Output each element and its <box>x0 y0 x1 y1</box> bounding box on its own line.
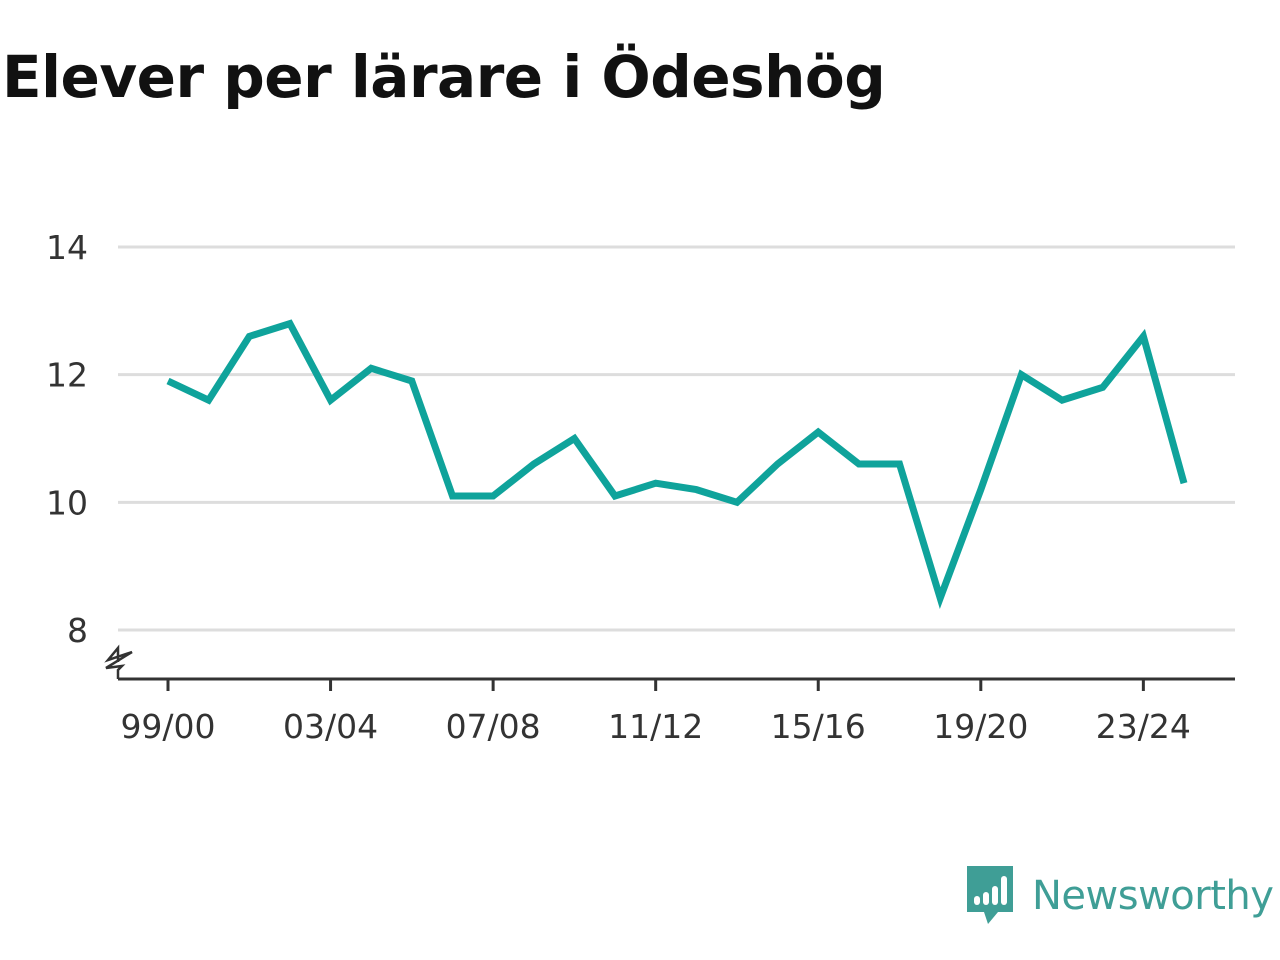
series-line <box>166 319 1188 610</box>
y-tick-label: 10 <box>46 483 88 522</box>
data-point <box>408 378 415 385</box>
data-point <box>246 333 253 340</box>
data-point <box>1099 384 1106 391</box>
data-point <box>368 365 375 372</box>
bar-chart-speech-bubble-icon <box>967 866 1013 924</box>
data-point <box>815 429 822 436</box>
data-point <box>896 461 903 468</box>
axis-break-mark <box>104 644 133 679</box>
data-point <box>571 435 578 442</box>
data-point <box>693 486 700 493</box>
data-point <box>165 378 172 385</box>
y-axis-ticks: 8 10 12 14 <box>46 228 88 650</box>
x-tick-label: 19/20 <box>933 707 1028 746</box>
y-tick-label: 8 <box>67 611 88 650</box>
data-point <box>530 461 537 468</box>
data-point <box>937 595 944 602</box>
x-tick-label: 23/24 <box>1096 707 1191 746</box>
data-point <box>977 486 984 493</box>
data-point <box>652 480 659 487</box>
x-tick-label: 15/16 <box>771 707 866 746</box>
data-point <box>1018 371 1025 378</box>
data-point <box>1140 333 1147 340</box>
gridlines <box>118 245 1235 632</box>
data-point <box>205 397 212 404</box>
x-tick-label: 99/00 <box>120 707 215 746</box>
data-point <box>612 492 619 499</box>
data-point <box>490 492 497 499</box>
data-point <box>327 397 334 404</box>
chart-title: Elever per lärare i Ödeshög <box>2 43 886 111</box>
data-point <box>1059 397 1066 404</box>
y-tick-label: 14 <box>46 228 88 267</box>
brand-name: Newsworthy <box>1032 873 1274 919</box>
data-point <box>286 320 293 327</box>
x-axis-ticks: 99/00 03/04 07/08 11/12 15/16 19/20 23/24 <box>120 679 1191 746</box>
y-tick-label: 12 <box>46 356 88 395</box>
series-group <box>165 319 1188 610</box>
x-tick-label: 07/08 <box>446 707 541 746</box>
data-point <box>774 461 781 468</box>
data-point <box>733 499 740 506</box>
data-point <box>449 492 456 499</box>
data-point <box>1181 480 1188 487</box>
newsworthy-logo: Newsworthy <box>964 864 1274 928</box>
data-point <box>855 461 862 468</box>
x-axis <box>104 644 1235 681</box>
x-tick-label: 11/12 <box>608 707 703 746</box>
x-tick-label: 03/04 <box>283 707 378 746</box>
